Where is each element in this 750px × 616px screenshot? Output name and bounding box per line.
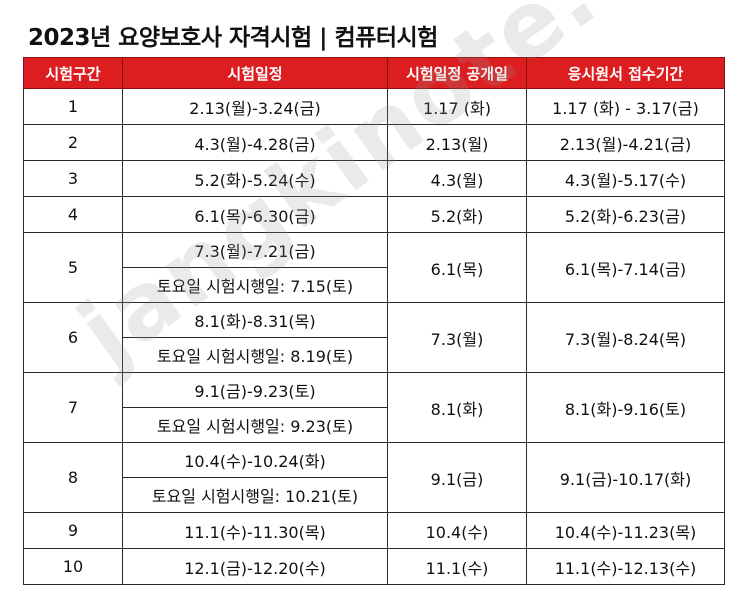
period-number: 6 xyxy=(23,302,123,373)
header-application-period: 응시원서 접수기간 xyxy=(526,57,725,89)
exam-schedule: 12.1(금)-12.20(수) xyxy=(122,548,388,585)
header-exam-schedule: 시험일정 xyxy=(122,57,388,89)
exam-schedule: 10.4(수)-10.24(화) xyxy=(122,442,388,478)
exam-schedule: 11.1(수)-11.30(목) xyxy=(122,512,388,549)
exam-schedule: 2.13(월)-3.24(금) xyxy=(122,88,388,125)
table-row: 5 7.3(월)-7.21(금) 6.1(목) 6.1(목)-7.14(금) xyxy=(23,232,725,303)
announce-date: 6.1(목) xyxy=(387,232,527,303)
table-subrow: 토요일 시험시행일: 7.15(토) xyxy=(24,267,725,303)
application-period: 4.3(월)-5.17(수) xyxy=(526,160,725,197)
saturday-exam-date: 토요일 시험시행일: 7.15(토) xyxy=(122,267,388,303)
period-number: 10 xyxy=(23,548,123,585)
announce-date: 7.3(월) xyxy=(387,302,527,373)
header-exam-period: 시험구간 xyxy=(23,57,123,89)
announce-date: 4.3(월) xyxy=(387,160,527,197)
application-period: 9.1(금)-10.17(화) xyxy=(526,442,725,513)
announce-date: 10.4(수) xyxy=(387,512,527,549)
application-period: 11.1(수)-12.13(수) xyxy=(526,548,725,585)
period-number: 2 xyxy=(23,124,123,161)
table-row: 8 10.4(수)-10.24(화) 9.1(금) 9.1(금)-10.17(화… xyxy=(23,442,725,513)
application-period: 7.3(월)-8.24(목) xyxy=(526,302,725,373)
application-period: 6.1(목)-7.14(금) xyxy=(526,232,725,303)
table-subrow: 토요일 시험시행일: 10.21(토) xyxy=(24,477,725,513)
application-period: 1.17 (화) - 3.17(금) xyxy=(526,88,725,125)
application-period: 2.13(월)-4.21(금) xyxy=(526,124,725,161)
table-row: 6 8.1(화)-8.31(목) 7.3(월) 7.3(월)-8.24(목) xyxy=(23,302,725,373)
table-header-row: 시험구간 시험일정 시험일정 공개일 응시원서 접수기간 xyxy=(23,57,725,89)
table-subrow: 토요일 시험시행일: 8.19(토) xyxy=(24,337,725,373)
period-number: 9 xyxy=(23,512,123,549)
exam-schedule: 6.1(목)-6.30(금) xyxy=(122,196,388,233)
announce-date: 11.1(수) xyxy=(387,548,527,585)
announce-date: 2.13(월) xyxy=(387,124,527,161)
application-period: 10.4(수)-11.23(목) xyxy=(526,512,725,549)
table-row: 10 12.1(금)-12.20(수) 11.1(수) 11.1(수)-12.1… xyxy=(23,548,725,585)
exam-schedule: 5.2(화)-5.24(수) xyxy=(122,160,388,197)
period-number: 8 xyxy=(23,442,123,513)
announce-date: 5.2(화) xyxy=(387,196,527,233)
period-number: 7 xyxy=(23,372,123,443)
announce-date: 9.1(금) xyxy=(387,442,527,513)
table-row: 9 11.1(수)-11.30(목) 10.4(수) 10.4(수)-11.23… xyxy=(23,512,725,549)
table-row: 2 4.3(월)-4.28(금) 2.13(월) 2.13(월)-4.21(금) xyxy=(23,124,725,161)
saturday-exam-date: 토요일 시험시행일: 10.21(토) xyxy=(122,477,388,513)
saturday-exam-date: 토요일 시험시행일: 8.19(토) xyxy=(122,337,388,373)
period-number: 5 xyxy=(23,232,123,303)
exam-schedule: 8.1(화)-8.31(목) xyxy=(122,302,388,338)
period-number: 1 xyxy=(23,88,123,125)
period-number: 4 xyxy=(23,196,123,233)
table-row: 1 2.13(월)-3.24(금) 1.17 (화) 1.17 (화) - 3.… xyxy=(23,88,725,125)
exam-schedule: 4.3(월)-4.28(금) xyxy=(122,124,388,161)
exam-schedule: 7.3(월)-7.21(금) xyxy=(122,232,388,268)
saturday-exam-date: 토요일 시험시행일: 9.23(토) xyxy=(122,407,388,443)
exam-schedule: 9.1(금)-9.23(토) xyxy=(122,372,388,408)
table-row: 7 9.1(금)-9.23(토) 8.1(화) 8.1(화)-9.16(토) xyxy=(23,372,725,443)
application-period: 8.1(화)-9.16(토) xyxy=(526,372,725,443)
announce-date: 8.1(화) xyxy=(387,372,527,443)
page-title: 2023년 요양보호사 자격시험 | 컴퓨터시험 xyxy=(28,25,438,51)
header-announce-date: 시험일정 공개일 xyxy=(387,57,527,89)
period-number: 3 xyxy=(23,160,123,197)
table-row: 3 5.2(화)-5.24(수) 4.3(월) 4.3(월)-5.17(수) xyxy=(23,160,725,197)
table-row: 4 6.1(목)-6.30(금) 5.2(화) 5.2(화)-6.23(금) xyxy=(23,196,725,233)
announce-date: 1.17 (화) xyxy=(387,88,527,125)
application-period: 5.2(화)-6.23(금) xyxy=(526,196,725,233)
exam-schedule-table: 시험구간 시험일정 시험일정 공개일 응시원서 접수기간 1 2.13(월)-3… xyxy=(23,57,725,585)
